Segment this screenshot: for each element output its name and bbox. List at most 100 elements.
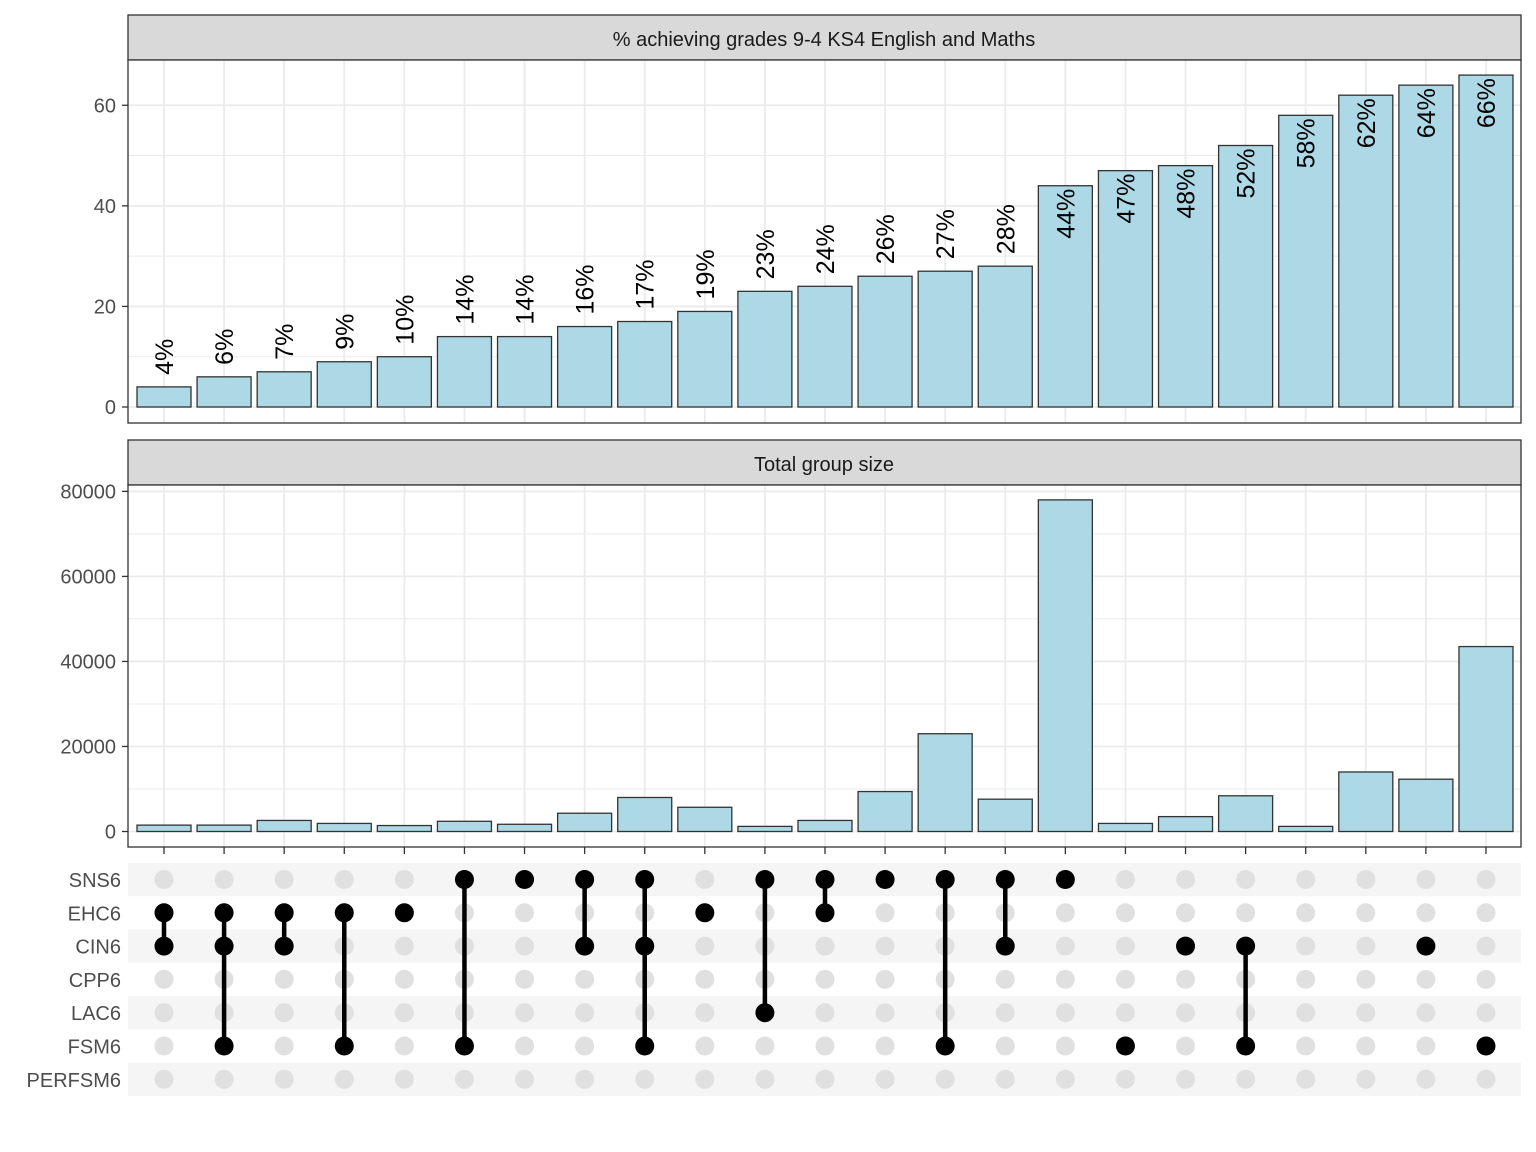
bar (797, 285, 853, 408)
set-dot-empty (1416, 1069, 1436, 1089)
bar (376, 356, 433, 408)
bar-value-label: 9% (331, 314, 359, 350)
set-dot-empty (394, 1069, 414, 1089)
set-matrix-labels: SNS6 EHC6 CIN6 CPP6 LAC6 FSM6 PERFSM6 (27, 870, 121, 1092)
set-dot-empty (695, 870, 715, 889)
set-dot-empty (1356, 1036, 1376, 1056)
set-dot-empty (1416, 969, 1436, 989)
set-dot-empty (1055, 969, 1075, 989)
bar (1037, 185, 1093, 408)
bar-value-label: 26% (872, 214, 900, 264)
set-dot-empty (1115, 969, 1135, 989)
bar (316, 822, 372, 833)
bar (1157, 815, 1214, 833)
set-dot-empty (815, 1069, 835, 1089)
set-label: FSM6 (68, 1037, 121, 1059)
set-dot-empty (695, 969, 715, 989)
bar (1037, 499, 1093, 833)
set-dot-filled (1115, 1036, 1135, 1056)
y-tick-label: 0 (105, 822, 116, 844)
bar (917, 270, 973, 408)
set-dot-filled (515, 870, 535, 889)
percent-panel-strip (127, 14, 1522, 61)
bar (1097, 169, 1154, 408)
size-panel: Total group size 0 20000 40000 60000 80000 (60, 439, 1522, 854)
bar (617, 796, 673, 833)
set-dot-empty (1356, 903, 1376, 923)
bar (196, 824, 252, 833)
bar (1398, 778, 1454, 833)
set-dot-empty (1296, 1003, 1316, 1023)
bar (436, 820, 493, 833)
set-dot-empty (815, 1003, 835, 1023)
bar (1097, 822, 1154, 833)
set-dot-empty (875, 936, 895, 956)
set-dot-empty (875, 903, 895, 923)
set-dot-empty (274, 1003, 294, 1023)
set-dot-empty (635, 1069, 655, 1089)
bar (256, 371, 312, 408)
set-dot-empty (515, 1069, 535, 1089)
bar-value-label: 4% (151, 339, 179, 375)
set-label: LAC6 (71, 1003, 121, 1025)
bar-value-label: 7% (271, 324, 299, 360)
set-dot-empty (695, 1069, 715, 1089)
set-dot-empty (1236, 903, 1256, 923)
set-dot-empty (1236, 1069, 1256, 1089)
set-dot-empty (815, 936, 835, 956)
set-label: SNS6 (69, 870, 121, 892)
y-tick-label: 60000 (60, 566, 116, 588)
set-dot-empty (1476, 1069, 1496, 1089)
bar (677, 806, 733, 833)
bar (677, 310, 733, 408)
set-dot-empty (875, 1036, 895, 1056)
set-dot-empty (755, 1036, 775, 1056)
bar-value-label: 24% (812, 224, 840, 274)
bar (1278, 825, 1334, 833)
set-dot-empty (1176, 1003, 1196, 1023)
set-dot-empty (1416, 870, 1436, 889)
bar (196, 376, 252, 408)
set-dot-empty (1476, 903, 1496, 923)
set-dot-empty (995, 1036, 1015, 1056)
set-dot-empty (1296, 870, 1316, 889)
bar (496, 335, 553, 408)
set-dot-empty (1416, 1003, 1436, 1023)
bar-value-label: 19% (692, 249, 720, 299)
size-panel-strip (127, 439, 1522, 486)
y-tick-label: 60 (94, 95, 116, 117)
set-dot-empty (515, 936, 535, 956)
bar-value-label: 16% (572, 264, 600, 314)
set-dot-empty (575, 1069, 595, 1089)
set-dot-filled (875, 870, 895, 889)
bar (256, 819, 312, 833)
set-dot-empty (394, 870, 414, 889)
set-dot-empty (1115, 1069, 1135, 1089)
bar (917, 733, 973, 833)
set-dot-empty (1115, 903, 1135, 923)
set-dot-empty (695, 936, 715, 956)
set-dot-empty (995, 969, 1015, 989)
set-dot-empty (1296, 1036, 1316, 1056)
bar (136, 824, 192, 833)
size-panel-y-axis: 0 20000 40000 60000 80000 (60, 481, 128, 844)
bar (496, 823, 553, 833)
set-label: CPP6 (69, 970, 121, 992)
set-dot-empty (1296, 969, 1316, 989)
percent-panel: % achieving grades 9-4 KS4 English and M… (94, 14, 1522, 424)
set-dot-empty (154, 1036, 174, 1056)
set-dot-empty (454, 1069, 474, 1089)
set-dot-empty (995, 1069, 1015, 1089)
set-matrix: SNS6 EHC6 CIN6 CPP6 LAC6 FSM6 PERFSM6 (27, 862, 1521, 1096)
set-dot-empty (1476, 1003, 1496, 1023)
set-dot-empty (1416, 1036, 1436, 1056)
bar-value-label: 17% (632, 259, 660, 309)
bar-value-label: 52% (1233, 148, 1261, 198)
bar (376, 824, 433, 833)
bar (136, 386, 192, 408)
set-dot-empty (1115, 936, 1135, 956)
y-tick-label: 40000 (60, 651, 116, 673)
set-dot-empty (274, 1036, 294, 1056)
set-dot-empty (1356, 969, 1376, 989)
